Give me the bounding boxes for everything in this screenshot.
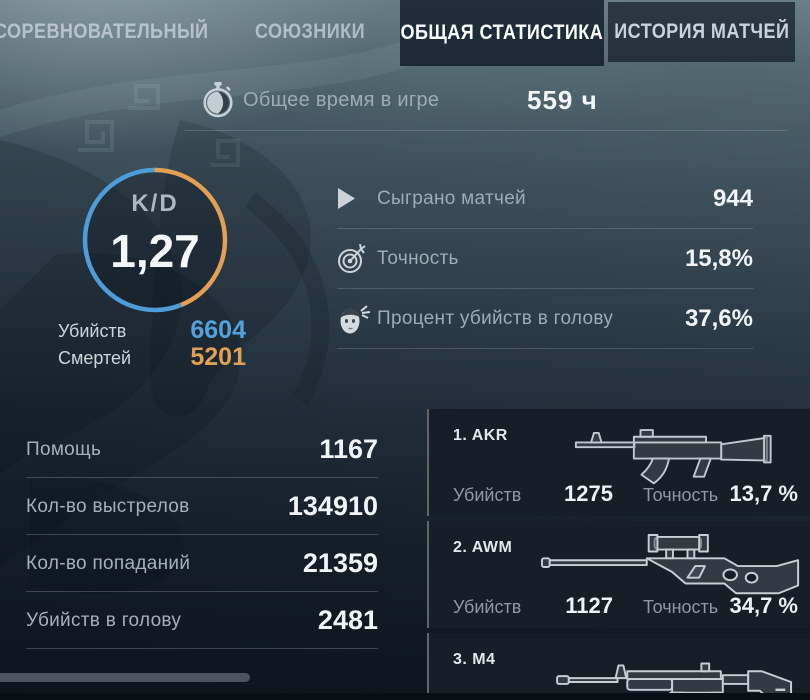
weapon-name: 1. AKR (453, 427, 508, 444)
weapon-card-m4: 3. M4 (427, 633, 810, 694)
tab-competitive-label: СОРЕВНОВАТЕЛЬНЫЙ (0, 20, 209, 43)
weapon-name: 2. AWM (453, 539, 513, 556)
weapon-kills-value: 1275 (564, 481, 613, 506)
deaths-label: Смертей (58, 348, 132, 368)
headshot-kills-value: 2481 (317, 605, 378, 635)
accuracy-value: 15,8% (684, 244, 753, 272)
headshot-percent-value: 37,6% (684, 304, 753, 332)
tab-allies-label: СОЮЗНИКИ (254, 20, 366, 43)
stat-row-accuracy: Точность 15,8% (337, 229, 753, 289)
total-time-label: Общее время в игре (243, 89, 440, 111)
tab-allies[interactable]: СОЮЗНИКИ (246, 0, 374, 64)
weapon-accuracy-label: Точность (643, 597, 719, 617)
tab-general-statistics[interactable]: ОБЩАЯ СТАТИСТИКА (400, 0, 604, 66)
shots-fired-label: Кол-во выстрелов (26, 495, 190, 517)
m4-rifle-icon (556, 662, 793, 694)
kills-label: Убийств (58, 321, 127, 341)
weapon-kills-label: Убийств (453, 485, 522, 505)
assists-value: 1167 (319, 434, 378, 464)
ak-rifle-icon (574, 429, 772, 485)
play-icon (337, 187, 377, 210)
divider (185, 130, 788, 131)
matches-played-label: Сыграно матчей (377, 187, 526, 209)
hits-label: Кол-во попаданий (26, 552, 191, 574)
awm-sniper-icon (540, 534, 800, 595)
weapon-accuracy-label: Точность (643, 485, 719, 505)
weapon-stats-row: Убийств 1275 Точность 13,7 % (453, 481, 798, 507)
accuracy-label: Точность (377, 247, 459, 269)
weapon-stats-row: Убийств 1127 Точность 34,7 % (453, 593, 798, 619)
tab-competitive[interactable]: СОРЕВНОВАТЕЛЬНЫЙ (0, 0, 243, 64)
kills-value: 6604 (190, 316, 246, 344)
stat-row-assists: Помощь 1167 (26, 422, 378, 478)
hits-value: 21359 (302, 548, 378, 578)
stat-row-shots-fired: Кол-во выстрелов 134910 (26, 479, 378, 535)
assists-label: Помощь (26, 438, 102, 460)
weapon-kills-label: Убийств (453, 597, 522, 617)
total-time-value: 559 ч (527, 85, 598, 115)
matches-played-value: 944 (712, 184, 753, 212)
weapon-accuracy-value: 34,7 % (729, 593, 799, 618)
stat-row-matches-played: Сыграно матчей 944 (337, 169, 753, 229)
deaths-value: 5201 (190, 343, 246, 371)
shots-fired-value: 134910 (287, 491, 378, 521)
tab-general-statistics-label: ОБЩАЯ СТАТИСТИКА (400, 21, 604, 44)
viewport-bottom-edge (0, 693, 810, 700)
headshot-icon (337, 302, 377, 336)
headshot-kills-label: Убийств в голову (26, 609, 182, 631)
headshot-percent-label: Процент убийств в голову (377, 307, 614, 329)
stat-row-headshot-kills: Убийств в голову 2481 (26, 593, 378, 649)
kd-ratio-ring (82, 167, 228, 313)
stat-row-headshot-percent: Процент убийств в голову 37,6% (337, 289, 753, 349)
tab-match-history-label: ИСТОРИЯ МАТЧЕЙ (613, 20, 790, 43)
target-arrow-icon (337, 243, 377, 274)
kd-title: K/D (131, 190, 179, 217)
kd-value: 1,27 (110, 225, 200, 277)
weapon-accuracy-value: 13,7 % (729, 481, 799, 506)
weapon-card-awm: 2. AWM Убийств 1127 Точность 34,7 % (427, 521, 810, 628)
weapon-kills-value: 1127 (565, 593, 613, 618)
stat-row-hits: Кол-во попаданий 21359 (26, 536, 378, 592)
horizontal-scrollbar-thumb[interactable] (0, 673, 250, 682)
stopwatch-icon (203, 82, 233, 118)
weapon-name: 3. M4 (453, 651, 496, 668)
weapon-card-akr: 1. AKR Убийств 1275 Точность 13,7 % (427, 409, 810, 516)
tab-match-history[interactable]: ИСТОРИЯ МАТЧЕЙ (608, 2, 795, 62)
